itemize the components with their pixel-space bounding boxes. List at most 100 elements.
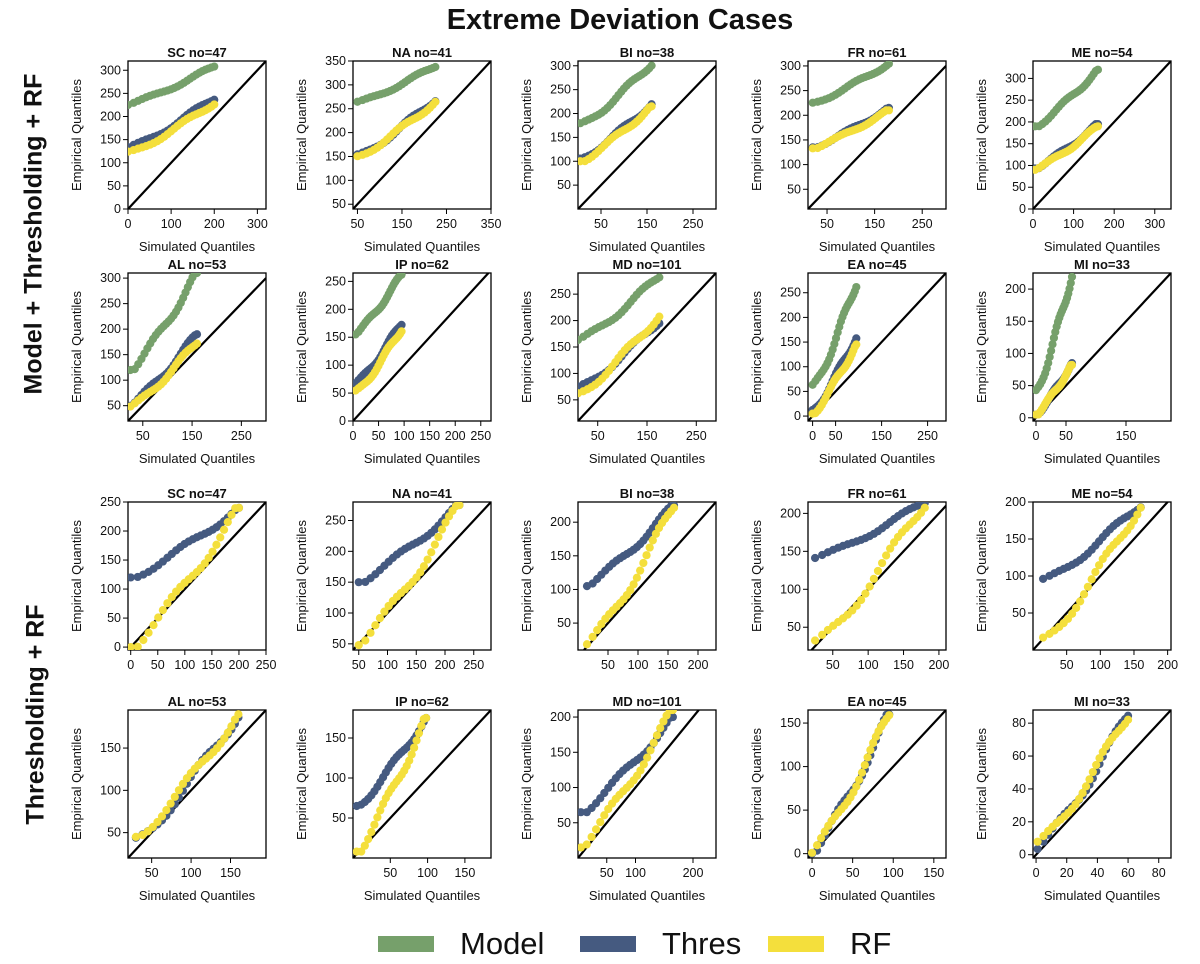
point-rf [1038, 633, 1048, 642]
x-tick-label: 0 [350, 429, 357, 443]
point-rf [354, 640, 363, 650]
point-model [431, 62, 440, 72]
x-tick-label: 200 [1157, 658, 1178, 672]
point-rf [366, 628, 375, 637]
point-rf [397, 327, 406, 336]
x-axis-label: Simulated Quantiles [139, 239, 256, 254]
point-rf [437, 525, 447, 534]
y-tick-label: 0 [339, 414, 346, 428]
x-axis-label: Simulated Quantiles [589, 888, 706, 903]
point-model [210, 62, 219, 71]
y-tick-label: 300 [780, 59, 801, 73]
point-rf [869, 574, 878, 583]
point-rf [669, 503, 679, 512]
point-thres [578, 808, 585, 817]
y-tick-label: 100 [1005, 158, 1026, 172]
x-tick-label: 200 [683, 866, 704, 880]
point-rf [885, 711, 894, 720]
point-rf [434, 532, 443, 542]
point-model [1066, 278, 1075, 288]
x-tick-label: 100 [625, 866, 646, 880]
point-rf [1091, 567, 1100, 577]
y-tick-label: 100 [1005, 569, 1026, 583]
point-thres [668, 712, 677, 722]
legend-item-rf: RF [768, 925, 891, 963]
qq-panel-mi-no-33-bottom: MI no=33 0 20 40 60 80 0 20 40 60 80 Simulated Quan… [974, 694, 1172, 903]
x-tick-label: 100 [883, 866, 904, 880]
y-tick-label: 20 [1012, 815, 1026, 829]
y-tick-label: 300 [100, 271, 121, 285]
x-tick-label: 150 [182, 429, 203, 443]
qq-panel-fr-no-61-top: FR no=61 50 150 250 50 100 150 200 250 300 Simulat… [749, 45, 947, 254]
plot-frame [1032, 272, 1172, 422]
y-tick-label: 150 [325, 731, 346, 745]
point-model [647, 61, 656, 70]
x-axis-label: Simulated Quantiles [589, 239, 706, 254]
y-tick-label: 250 [550, 83, 571, 97]
point-rf [860, 760, 869, 770]
plot-frame [577, 709, 717, 859]
point-rf [163, 599, 172, 608]
y-tick-label: 50 [107, 826, 121, 840]
x-tick-label: 0 [1033, 866, 1040, 880]
y-tick-label: 50 [557, 178, 571, 192]
y-axis-label: Empirical Quantiles [749, 728, 764, 840]
point-thres [1038, 574, 1048, 583]
point-rf [1095, 754, 1104, 763]
legend-swatch-model [378, 936, 434, 952]
x-tick-label: 100 [1063, 217, 1084, 231]
reference-line [353, 61, 491, 209]
point-rf [587, 832, 596, 842]
x-tick-label: 350 [481, 217, 502, 231]
x-tick-label: 250 [231, 429, 252, 443]
x-tick-label: 50 [1059, 429, 1073, 443]
y-axis-label: Empirical Quantiles [294, 79, 309, 191]
point-rf [884, 106, 893, 115]
qq-panel-ip-no-62-bottom: IP no=62 50 100 150 50 100 150 Simulated Quanti… [294, 694, 492, 903]
point-rf [600, 811, 609, 820]
point-rf [1133, 510, 1142, 519]
qq-panel-ea-no-45-top: EA no=45 0 50 150 250 0 50 100 150 200 250 Simulate… [749, 257, 947, 466]
point-rf [649, 738, 658, 747]
point-thres [354, 578, 363, 587]
point-rf [208, 547, 217, 556]
y-tick-label: 200 [1005, 495, 1026, 509]
y-tick-label: 150 [100, 741, 121, 755]
point-rf [174, 786, 184, 795]
y-tick-label: 150 [1005, 314, 1026, 328]
point-rf [639, 558, 648, 568]
plot-frame [807, 60, 947, 210]
y-axis-label: Empirical Quantiles [519, 79, 534, 191]
x-tick-label: 50 [151, 658, 165, 672]
x-tick-label: 50 [829, 429, 843, 443]
legend-swatch-rf [768, 936, 824, 952]
qq-panel-na-no-41-bottom: NA no=41 50 100 150 200 250 50 100 150 200 250 Empi… [294, 486, 492, 672]
point-rf [364, 834, 373, 844]
point-rf [128, 642, 135, 650]
y-tick-label: 200 [550, 710, 571, 724]
x-tick-label: 80 [1152, 866, 1166, 880]
point-rf [582, 840, 591, 849]
y-axis-label: Empirical Quantiles [749, 291, 764, 403]
x-tick-label: 200 [445, 429, 466, 443]
point-rf [852, 340, 861, 349]
point-rf [431, 97, 440, 106]
y-tick-label: 100 [1005, 346, 1026, 360]
x-tick-label: 150 [392, 217, 413, 231]
qq-panel-al-no-53-top: AL no=53 50 150 250 50 100 150 200 250 300 Simulat… [69, 257, 267, 466]
reference-line [353, 273, 490, 421]
point-rf [178, 779, 188, 789]
panel-title: ME no=54 [1071, 486, 1133, 501]
x-tick-label: 100 [377, 658, 398, 672]
y-tick-label: 50 [1012, 180, 1026, 194]
panel-title: MD no=101 [613, 257, 682, 272]
x-tick-label: 50 [350, 217, 364, 231]
point-rf [1088, 767, 1097, 777]
x-tick-label: 200 [688, 658, 709, 672]
x-axis-label: Simulated Quantiles [1044, 451, 1161, 466]
x-axis-label: Simulated Quantiles [819, 451, 936, 466]
x-tick-label: 150 [1124, 658, 1145, 672]
y-tick-label: 100 [780, 582, 801, 596]
y-tick-label: 250 [100, 297, 121, 311]
point-rf [861, 589, 870, 598]
